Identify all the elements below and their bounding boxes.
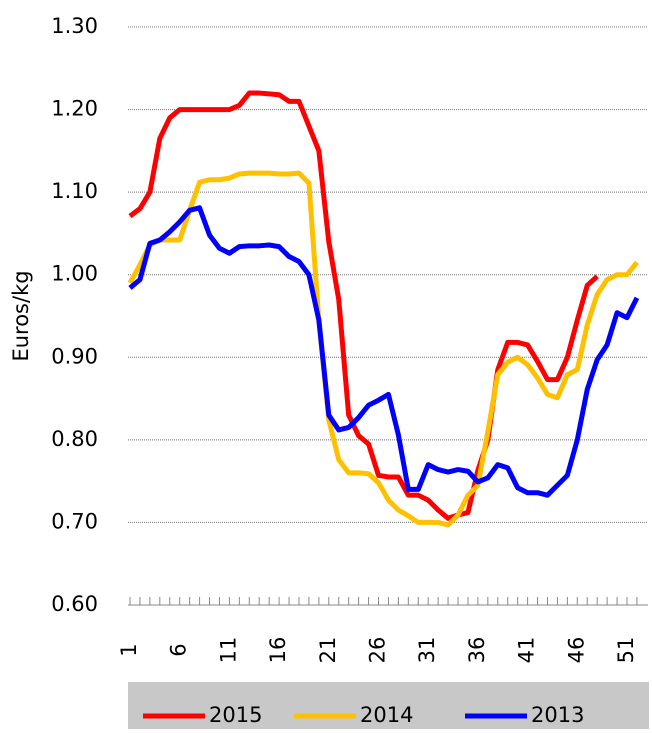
x-tick-label: 41 [515,637,539,664]
x-tick-label: 36 [465,637,489,664]
x-tick-label: 31 [415,637,439,664]
x-tick-label: 46 [564,637,588,664]
y-axis-label: Euros/kg [9,270,33,361]
legend-label: 2014 [360,703,413,727]
x-tick-label: 51 [614,637,638,664]
x-tick-label: 1 [117,643,141,656]
y-tick-label: 1.30 [51,14,98,38]
x-tick-label: 6 [167,643,191,656]
y-tick-label: 0.80 [51,427,98,451]
y-tick-label: 1.00 [51,262,98,286]
x-tick-label: 11 [216,637,240,664]
data-line [128,90,599,521]
legend-label: 2013 [531,703,584,727]
y-tick-label: 1.20 [51,97,98,121]
legend-box [128,682,649,729]
y-tick-label: 0.70 [51,509,98,533]
y-tick-label: 0.60 [51,592,98,616]
y-tick-label: 0.90 [51,344,98,368]
x-tick-label: 16 [266,637,290,664]
x-tick-label: 21 [316,637,340,664]
data-line [128,205,640,498]
y-tick-label: 1.10 [51,179,98,203]
x-tick-label: 26 [366,637,390,664]
data-line [127,170,639,528]
legend-label: 2015 [209,703,262,727]
